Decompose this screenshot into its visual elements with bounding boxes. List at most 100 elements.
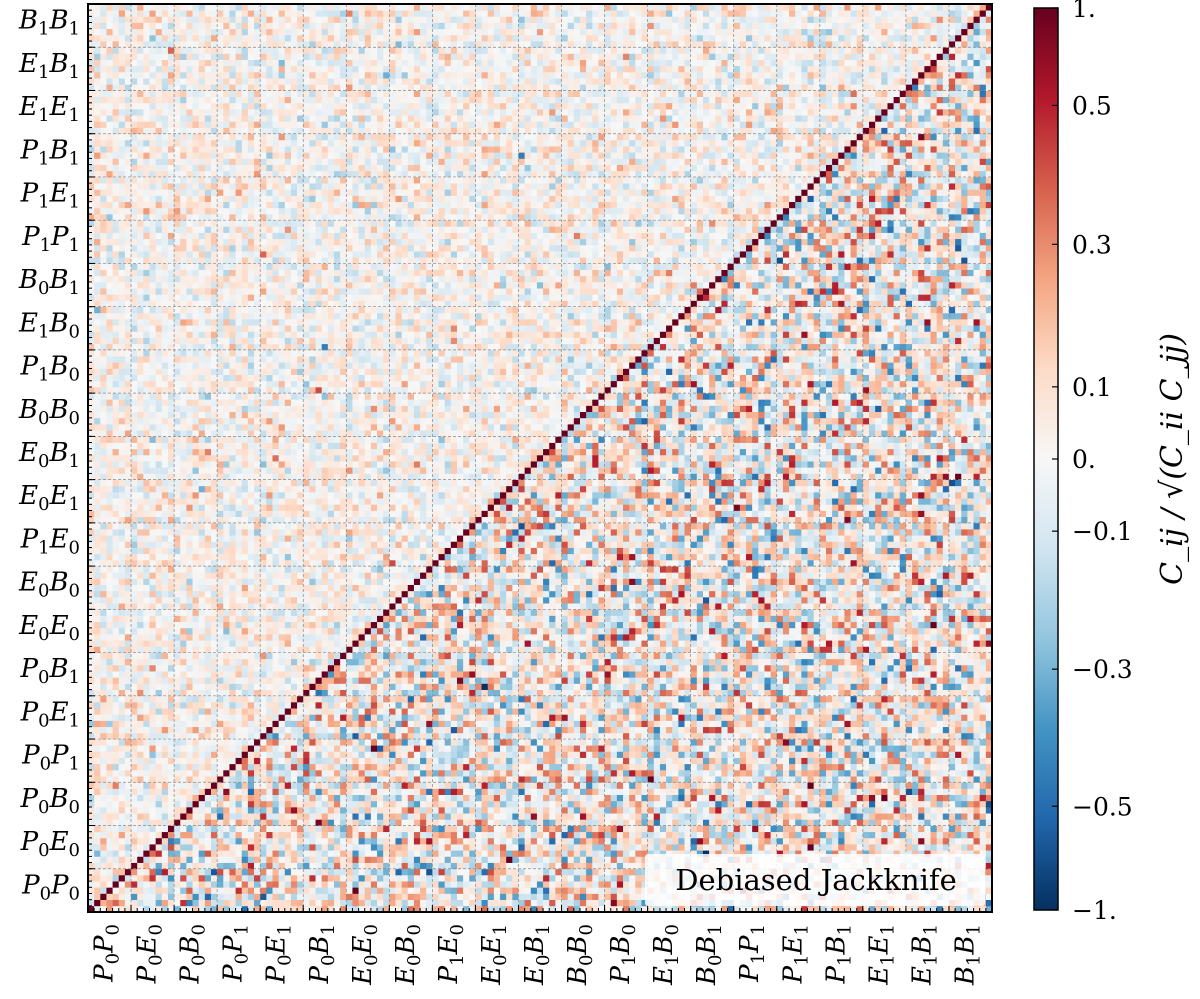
heatmap-cell xyxy=(905,720,913,728)
heatmap-cell xyxy=(167,874,175,882)
heatmap-cell xyxy=(155,757,163,765)
heatmap-cell xyxy=(641,769,648,777)
heatmap-cell xyxy=(647,732,655,740)
heatmap-cell xyxy=(481,868,489,876)
heatmap-cell xyxy=(383,831,390,839)
heatmap-cell xyxy=(856,757,864,765)
heatmap-cell xyxy=(352,868,359,876)
heatmap-cell xyxy=(131,751,138,758)
heatmap-cell xyxy=(512,899,519,907)
heatmap-cell xyxy=(481,874,489,882)
heatmap-cell xyxy=(407,788,415,795)
heatmap-cell xyxy=(327,714,335,721)
heatmap-cell xyxy=(88,899,95,907)
heatmap-cell xyxy=(715,720,722,728)
heatmap-cell xyxy=(204,850,212,857)
heatmap-cell xyxy=(327,813,335,820)
heatmap-cell xyxy=(555,813,562,820)
heatmap-cell xyxy=(518,745,525,752)
heatmap-cell xyxy=(254,825,261,833)
heatmap-cell xyxy=(284,806,292,814)
heatmap-cell xyxy=(727,837,735,845)
heatmap-cell xyxy=(678,751,685,758)
heatmap-cell xyxy=(567,905,575,913)
heatmap-cell xyxy=(481,782,489,789)
heatmap-cell xyxy=(161,819,169,826)
heatmap-cell xyxy=(88,769,95,777)
heatmap-cell xyxy=(235,794,243,802)
heatmap-cell xyxy=(186,714,193,721)
heatmap-cell xyxy=(801,751,808,758)
heatmap-cell xyxy=(112,806,120,814)
heatmap-cell xyxy=(217,831,224,839)
diagonal-cell xyxy=(223,769,230,777)
heatmap-cell xyxy=(561,819,569,826)
heatmap-cell xyxy=(198,831,206,839)
heatmap-cell xyxy=(180,751,187,758)
heatmap-cell xyxy=(204,769,212,777)
heatmap-cell xyxy=(653,751,661,758)
heatmap-cell xyxy=(733,708,741,715)
heatmap-cell xyxy=(672,831,679,839)
heatmap-cell xyxy=(518,720,525,728)
heatmap-cell xyxy=(370,868,378,876)
heatmap-cell xyxy=(758,714,765,721)
heatmap-cell xyxy=(549,726,556,734)
heatmap-cell xyxy=(266,732,273,740)
heatmap-cell xyxy=(456,782,464,789)
heatmap-cell xyxy=(604,844,612,851)
heatmap-cell xyxy=(247,720,255,728)
heatmap-cell xyxy=(254,844,261,851)
heatmap-cell xyxy=(346,788,353,795)
heatmap-cell xyxy=(401,739,409,746)
heatmap-cell xyxy=(924,763,931,771)
heatmap-cell xyxy=(174,782,181,789)
heatmap-cell xyxy=(733,751,741,758)
heatmap-cell xyxy=(149,899,156,907)
heatmap-cell xyxy=(167,887,175,894)
heatmap-cell xyxy=(217,837,224,845)
heatmap-cell xyxy=(764,831,771,839)
heatmap-cell xyxy=(303,899,310,907)
heatmap-cell xyxy=(629,739,636,746)
heatmap-cell xyxy=(758,757,765,765)
heatmap-cell xyxy=(475,794,482,802)
heatmap-cell xyxy=(881,788,888,795)
heatmap-cell xyxy=(789,800,796,808)
heatmap-cell xyxy=(94,732,101,740)
heatmap-cell xyxy=(764,837,771,845)
heatmap-cell xyxy=(241,720,249,728)
heatmap-cell xyxy=(284,831,292,839)
heatmap-cell xyxy=(543,825,550,833)
heatmap-cell xyxy=(395,720,402,728)
heatmap-cell xyxy=(789,844,796,851)
heatmap-cell xyxy=(918,800,925,808)
heatmap-cell xyxy=(948,850,956,857)
heatmap-cell xyxy=(967,782,974,789)
heatmap-cell xyxy=(592,837,599,845)
heatmap-cell xyxy=(973,751,981,758)
heatmap-cell xyxy=(801,800,808,808)
heatmap-cell xyxy=(303,887,310,894)
heatmap-cell xyxy=(180,837,187,845)
heatmap-cell xyxy=(967,708,974,715)
heatmap-cell xyxy=(493,819,501,826)
heatmap-cell xyxy=(364,763,372,771)
heatmap-cell xyxy=(875,905,882,913)
heatmap-cell xyxy=(912,720,919,728)
heatmap-cell xyxy=(364,757,372,765)
heatmap-cell xyxy=(383,874,390,882)
heatmap-cell xyxy=(143,739,150,746)
heatmap-cell xyxy=(555,763,562,771)
heatmap-cell xyxy=(450,813,458,820)
heatmap-cell xyxy=(500,899,507,907)
heatmap-cell xyxy=(487,837,495,845)
heatmap-cell xyxy=(217,893,224,900)
heatmap-cell xyxy=(758,769,765,777)
heatmap-cell xyxy=(100,825,107,833)
heatmap-cell xyxy=(875,751,882,758)
heatmap-cell xyxy=(573,782,581,789)
heatmap-cell xyxy=(358,757,366,765)
heatmap-cell xyxy=(592,763,599,771)
heatmap-cell xyxy=(340,856,347,863)
